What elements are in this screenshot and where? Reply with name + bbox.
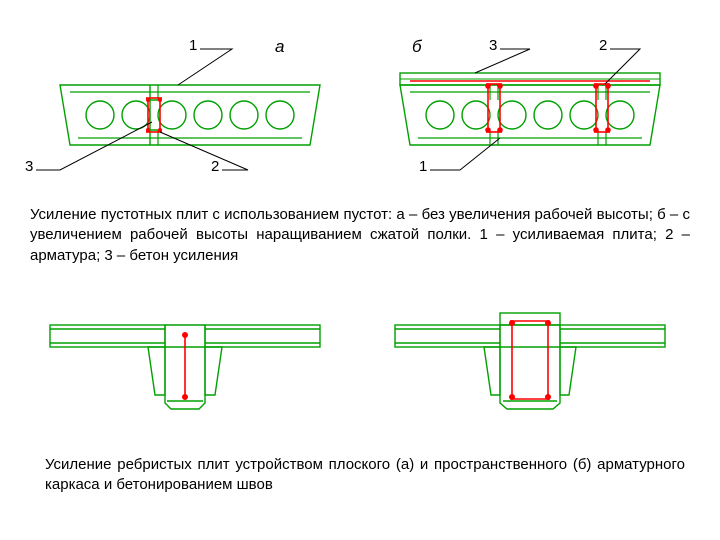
fig-a-letter: а [275, 37, 284, 57]
fig-b-label-1: 1 [419, 158, 427, 175]
page: а б 1 2 3 3 2 1 Усиление пустотных плит … [0, 0, 720, 540]
top-diagrams [0, 0, 720, 190]
ribbed-b [395, 313, 665, 409]
fig-a-label-1: 1 [189, 37, 197, 54]
fig-b-label-3: 3 [489, 37, 497, 54]
fig-b [400, 49, 660, 170]
fig-b-label-2: 2 [599, 37, 607, 54]
caption-2: Усиление ребристых плит устройством плос… [45, 455, 685, 496]
fig-a [36, 49, 320, 170]
fig-a-label-3: 3 [25, 158, 33, 175]
fig-b-letter: б [412, 37, 422, 57]
fig-a-label-2: 2 [211, 158, 219, 175]
caption-1: Усиление пустотных плит с использованием… [30, 205, 690, 266]
